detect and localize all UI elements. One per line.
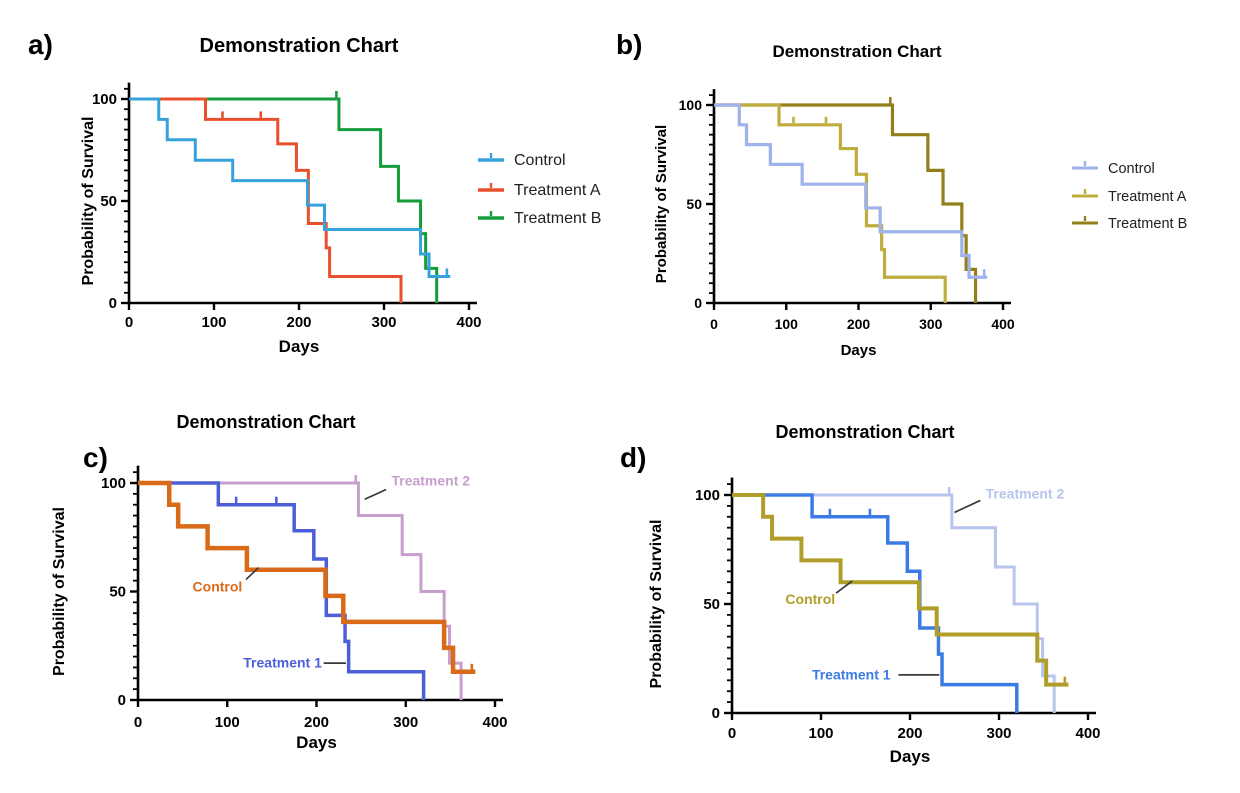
- panel-b-y-tick-label: 0: [694, 295, 702, 311]
- panel-d-x-tick-label: 400: [1075, 725, 1100, 742]
- panel-c-x-tick-label: 0: [134, 714, 142, 731]
- legend-label-control: Control: [1108, 161, 1155, 177]
- panel-a-x-tick-label: 400: [456, 314, 481, 331]
- panel-b-title: Demonstration Chart: [772, 42, 941, 61]
- panel-a-y-tick-label: 50: [100, 193, 117, 210]
- panel-a-curve-treatment-a: [129, 97, 403, 303]
- annotation-label-treatment-2: Treatment 2: [391, 472, 470, 488]
- annotation-label-control: Control: [193, 579, 243, 595]
- panel-d-y-tick-label: 50: [703, 596, 720, 613]
- panel-c-y-tick-label: 50: [109, 584, 126, 601]
- annotation-label-treatment-1: Treatment 1: [243, 655, 322, 671]
- panel-a-ylabel: Probability of Survival: [80, 117, 97, 286]
- annotation-callout-line: [954, 499, 981, 514]
- annotation-label-treatment-1: Treatment 1: [812, 666, 891, 682]
- annotation-callout-line: [245, 567, 260, 581]
- panel-c-x-tick-label: 200: [304, 714, 329, 731]
- panel-c-x-tick-label: 400: [482, 714, 507, 731]
- panel-c-y-tick-label: 0: [118, 692, 126, 709]
- panel-b-x-tick-label: 200: [847, 316, 871, 332]
- legend-label-treatment-a: Treatment A: [1108, 189, 1187, 205]
- panel-d-x-tick-label: 300: [986, 725, 1011, 742]
- panel-a-x-tick-label: 200: [286, 314, 311, 331]
- panel-b-xlabel: Days: [841, 342, 877, 359]
- panel-b-x-tick-label: 100: [775, 316, 799, 332]
- annotation-label-control: Control: [785, 591, 835, 607]
- panel-d-x-tick-label: 100: [808, 725, 833, 742]
- panel-c-title: Demonstration Chart: [176, 412, 355, 432]
- panel-d-curve-treatment-1: [732, 493, 1019, 713]
- panel-d-curve-treatment-2: [732, 493, 1056, 713]
- panel-c-y-tick-label: 100: [101, 475, 126, 492]
- annotation-callout-line: [364, 488, 387, 501]
- panel-a-xlabel: Days: [279, 337, 320, 356]
- panel-b-y-tick-label: 100: [679, 97, 703, 113]
- panel-b-ylabel: Probability of Survival: [653, 125, 670, 283]
- panel-a-curve-control: [129, 97, 451, 278]
- panel-a-x-tick-label: 300: [371, 314, 396, 331]
- legend-label-treatment-b: Treatment B: [514, 210, 601, 227]
- panel-c-curve-control: [138, 480, 476, 675]
- panel-c-curve-treatment-1: [138, 481, 426, 700]
- panel-a-x-tick-label: 100: [201, 314, 226, 331]
- panel-b-x-tick-label: 300: [919, 316, 943, 332]
- panel-b-curve-control: [714, 103, 988, 279]
- panel-c-letter: c): [83, 442, 108, 473]
- panel-a-title: Demonstration Chart: [200, 35, 399, 57]
- legend-label-treatment-b: Treatment B: [1108, 216, 1187, 232]
- panel-b-x-tick-label: 0: [710, 316, 718, 332]
- panel-b-curve-treatment-a: [714, 103, 947, 303]
- panel-a-x-tick-label: 0: [125, 314, 133, 331]
- annotation-callout-line: [835, 580, 853, 594]
- panel-d-x-tick-label: 200: [897, 725, 922, 742]
- panel-a-y-tick-label: 100: [92, 91, 117, 108]
- legend-label-treatment-a: Treatment A: [514, 182, 601, 199]
- annotation-label-treatment-2: Treatment 2: [986, 485, 1065, 501]
- panel-b-x-tick-label: 400: [991, 316, 1015, 332]
- panel-d-title: Demonstration Chart: [775, 422, 954, 442]
- panel-d-curve-control: [732, 493, 1069, 687]
- panel-d-y-tick-label: 100: [695, 487, 720, 504]
- panel-d-xlabel: Days: [890, 747, 931, 766]
- panel-c-x-tick-label: 100: [215, 714, 240, 731]
- panel-d-letter: d): [620, 442, 646, 473]
- panel-d-y-tick-label: 0: [712, 705, 720, 722]
- panel-c-x-tick-label: 300: [393, 714, 418, 731]
- panel-a-y-tick-label: 0: [109, 295, 117, 312]
- panel-a-curve-treatment-b: [129, 97, 439, 303]
- panel-d-x-tick-label: 0: [728, 725, 736, 742]
- legend-label-control: Control: [514, 152, 566, 169]
- panel-b-letter: b): [616, 29, 642, 60]
- panel-d-ylabel: Probability of Survival: [648, 520, 665, 689]
- panel-b-curve-treatment-b: [714, 103, 978, 303]
- panel-a-letter: a): [28, 29, 53, 60]
- panel-c-ylabel: Probability of Survival: [51, 507, 68, 676]
- panel-b-y-tick-label: 50: [686, 196, 702, 212]
- panel-c-curve-treatment-2: [138, 481, 463, 700]
- panel-c-xlabel: Days: [296, 733, 337, 752]
